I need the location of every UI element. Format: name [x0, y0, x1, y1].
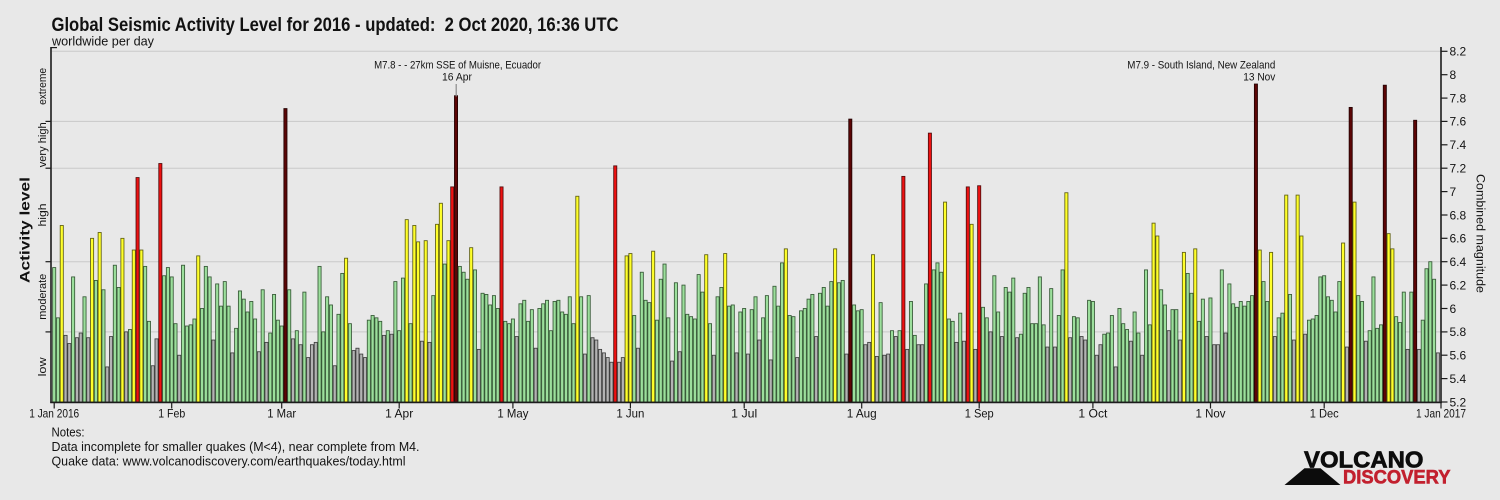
svg-text:worldwide per day: worldwide per day — [51, 35, 155, 49]
svg-text:13 Nov: 13 Nov — [1243, 72, 1275, 84]
svg-text:6.2: 6.2 — [1450, 278, 1467, 292]
svg-text:M7.8 - - 27km SSE of Muisne, E: M7.8 - - 27km SSE of Muisne, Ecuador — [374, 60, 541, 72]
svg-text:8.2: 8.2 — [1450, 45, 1467, 59]
svg-text:7.8: 7.8 — [1450, 91, 1467, 105]
svg-text:1 May: 1 May — [497, 407, 528, 421]
svg-text:16 Apr: 16 Apr — [442, 72, 472, 84]
svg-text:low: low — [37, 356, 49, 376]
svg-text:1 Nov: 1 Nov — [1196, 407, 1226, 421]
svg-text:7: 7 — [1450, 185, 1457, 199]
svg-text:8: 8 — [1450, 68, 1457, 82]
svg-text:moderate: moderate — [37, 274, 49, 320]
svg-text:VOLCANO: VOLCANO — [1304, 446, 1424, 472]
svg-text:1 Jun: 1 Jun — [616, 407, 644, 421]
svg-text:1 Jan 2016: 1 Jan 2016 — [29, 407, 79, 421]
svg-text:DISCOVERY: DISCOVERY — [1343, 468, 1451, 489]
svg-text:6: 6 — [1450, 302, 1457, 316]
svg-text:5.6: 5.6 — [1450, 349, 1467, 363]
svg-text:1 Feb: 1 Feb — [158, 407, 185, 421]
svg-text:1 Aug: 1 Aug — [847, 407, 877, 421]
svg-text:6.4: 6.4 — [1450, 255, 1467, 269]
svg-text:high: high — [37, 204, 49, 227]
svg-text:Combined magnitude: Combined magnitude — [1474, 174, 1486, 293]
svg-text:Data incomplete for smaller qu: Data incomplete for smaller quakes (M<4)… — [52, 440, 420, 454]
svg-text:1 Mar: 1 Mar — [267, 407, 296, 421]
svg-text:Notes:: Notes: — [52, 426, 85, 440]
svg-text:Global Seismic Activity Level: Global Seismic Activity Level for 2016 -… — [52, 14, 619, 36]
svg-text:M7.9 - South Island, New Zeala: M7.9 - South Island, New Zealand — [1127, 60, 1275, 72]
svg-text:5.2: 5.2 — [1450, 395, 1467, 409]
svg-text:6.6: 6.6 — [1450, 232, 1467, 246]
svg-text:1 Jan 2017: 1 Jan 2017 — [1416, 407, 1466, 421]
svg-text:Activity level: Activity level — [18, 177, 33, 283]
svg-text:6.8: 6.8 — [1450, 208, 1467, 222]
svg-text:5.8: 5.8 — [1450, 325, 1467, 339]
svg-text:5.4: 5.4 — [1450, 372, 1467, 386]
svg-text:1 Apr: 1 Apr — [385, 407, 413, 421]
svg-text:Quake data: www.volcanodiscove: Quake data: www.volcanodiscovery.com/ear… — [52, 455, 406, 469]
svg-text:7.2: 7.2 — [1450, 162, 1467, 176]
svg-text:1 Jul: 1 Jul — [731, 407, 757, 421]
svg-text:7.6: 7.6 — [1450, 115, 1467, 129]
svg-text:extreme: extreme — [37, 68, 49, 105]
svg-text:very high: very high — [37, 122, 49, 167]
svg-text:7.4: 7.4 — [1450, 138, 1467, 152]
svg-text:1 Sep: 1 Sep — [965, 407, 994, 421]
svg-text:1 Dec: 1 Dec — [1310, 407, 1339, 421]
svg-text:1 Oct: 1 Oct — [1078, 407, 1108, 421]
